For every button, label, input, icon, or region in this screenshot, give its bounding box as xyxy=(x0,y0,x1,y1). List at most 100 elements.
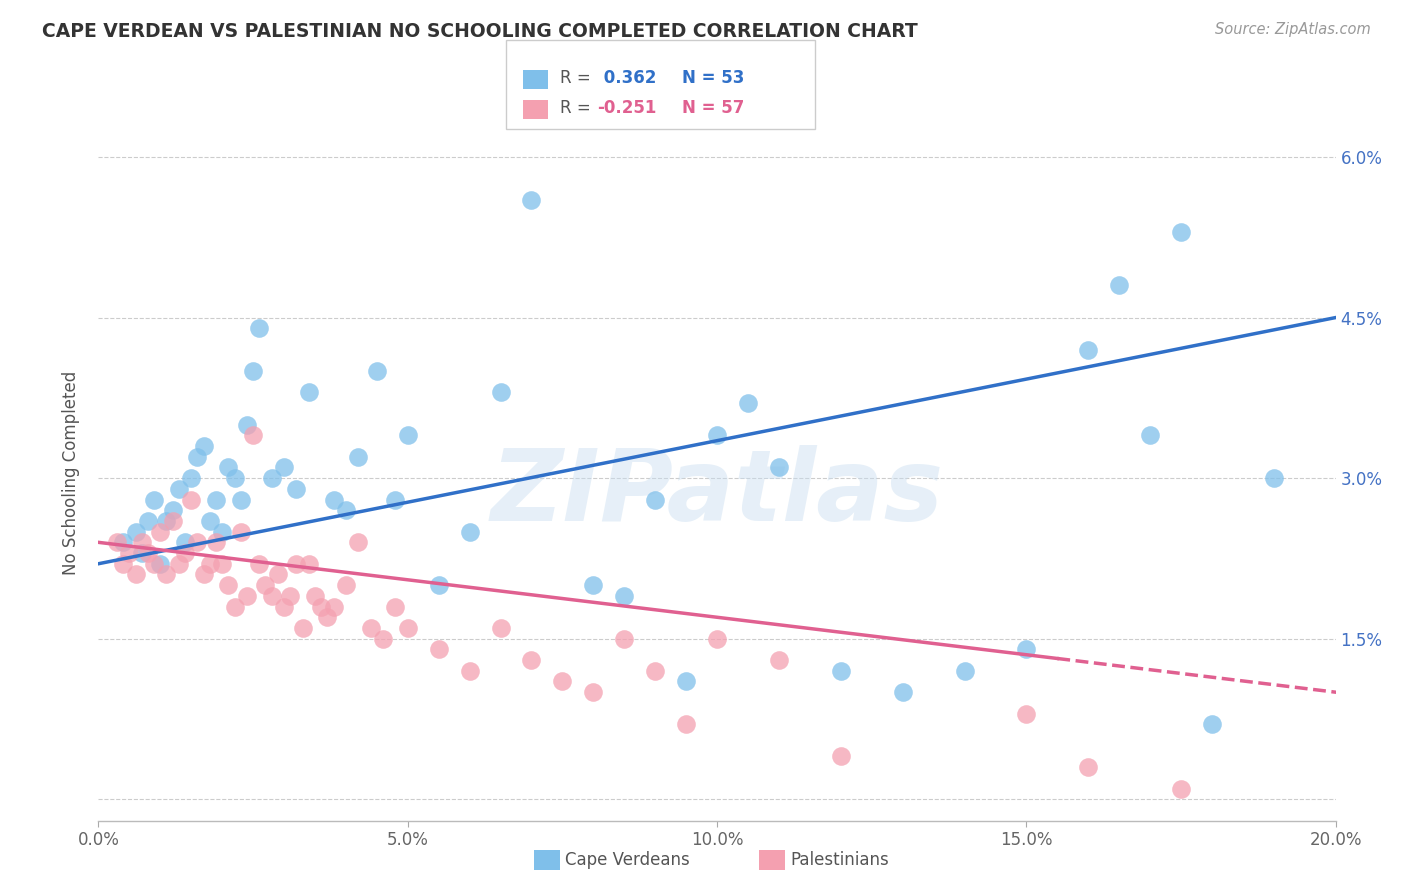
Point xyxy=(136,514,159,528)
Point xyxy=(706,428,728,442)
Point xyxy=(149,557,172,571)
Point xyxy=(254,578,277,592)
Point xyxy=(830,664,852,678)
Point xyxy=(211,557,233,571)
Point xyxy=(1077,343,1099,357)
Point xyxy=(644,492,666,507)
Text: Palestinians: Palestinians xyxy=(790,851,889,869)
Point xyxy=(335,503,357,517)
Point xyxy=(180,471,202,485)
Point xyxy=(458,524,481,539)
Point xyxy=(427,578,450,592)
Text: Source: ZipAtlas.com: Source: ZipAtlas.com xyxy=(1215,22,1371,37)
Point xyxy=(768,653,790,667)
Point xyxy=(366,364,388,378)
Point xyxy=(384,492,406,507)
Point xyxy=(489,385,512,400)
Point xyxy=(1170,781,1192,796)
Point xyxy=(458,664,481,678)
Point xyxy=(371,632,394,646)
Point xyxy=(675,674,697,689)
Point xyxy=(891,685,914,699)
Point xyxy=(309,599,332,614)
Point xyxy=(737,396,759,410)
Point xyxy=(198,514,221,528)
Text: ZIPatlas: ZIPatlas xyxy=(491,445,943,542)
Point xyxy=(520,653,543,667)
Text: R =: R = xyxy=(560,70,591,87)
Point xyxy=(180,492,202,507)
Point xyxy=(273,599,295,614)
Point xyxy=(217,578,239,592)
Point xyxy=(644,664,666,678)
Point xyxy=(347,535,370,549)
Point xyxy=(278,589,301,603)
Point xyxy=(260,589,283,603)
Point xyxy=(112,535,135,549)
Point xyxy=(205,492,228,507)
Point xyxy=(149,524,172,539)
Point xyxy=(285,482,308,496)
Point xyxy=(298,557,321,571)
Text: Cape Verdeans: Cape Verdeans xyxy=(565,851,690,869)
Point xyxy=(242,364,264,378)
Point xyxy=(675,717,697,731)
Point xyxy=(396,621,419,635)
Point xyxy=(1263,471,1285,485)
Point xyxy=(167,482,190,496)
Point xyxy=(1201,717,1223,731)
Point xyxy=(706,632,728,646)
Point xyxy=(105,535,128,549)
Point xyxy=(322,599,344,614)
Point xyxy=(143,492,166,507)
Point xyxy=(1015,706,1038,721)
Point xyxy=(396,428,419,442)
Point xyxy=(768,460,790,475)
Point xyxy=(224,471,246,485)
Point xyxy=(236,589,259,603)
Text: -0.251: -0.251 xyxy=(598,99,657,117)
Point xyxy=(193,439,215,453)
Point xyxy=(124,567,146,582)
Point xyxy=(1170,225,1192,239)
Point xyxy=(298,385,321,400)
Point xyxy=(384,599,406,614)
Point xyxy=(304,589,326,603)
Point xyxy=(360,621,382,635)
Text: N = 57: N = 57 xyxy=(682,99,744,117)
Point xyxy=(953,664,976,678)
Text: R =: R = xyxy=(560,99,591,117)
Point xyxy=(347,450,370,464)
Point xyxy=(143,557,166,571)
Point xyxy=(118,546,141,560)
Point xyxy=(1015,642,1038,657)
Point xyxy=(273,460,295,475)
Point xyxy=(247,557,270,571)
Text: 0.362: 0.362 xyxy=(598,70,657,87)
Point xyxy=(242,428,264,442)
Point xyxy=(205,535,228,549)
Y-axis label: No Schooling Completed: No Schooling Completed xyxy=(62,371,80,574)
Point xyxy=(136,546,159,560)
Point xyxy=(267,567,290,582)
Point xyxy=(198,557,221,571)
Point xyxy=(131,535,153,549)
Point xyxy=(131,546,153,560)
Point xyxy=(229,524,252,539)
Point xyxy=(335,578,357,592)
Point xyxy=(167,557,190,571)
Point xyxy=(582,685,605,699)
Point xyxy=(520,193,543,207)
Point xyxy=(316,610,339,624)
Point xyxy=(186,535,208,549)
Point xyxy=(211,524,233,539)
Text: CAPE VERDEAN VS PALESTINIAN NO SCHOOLING COMPLETED CORRELATION CHART: CAPE VERDEAN VS PALESTINIAN NO SCHOOLING… xyxy=(42,22,918,41)
Point xyxy=(174,546,197,560)
Point xyxy=(582,578,605,592)
Point xyxy=(1139,428,1161,442)
Point xyxy=(322,492,344,507)
Point xyxy=(112,557,135,571)
Point xyxy=(229,492,252,507)
Point xyxy=(247,321,270,335)
Point xyxy=(613,632,636,646)
